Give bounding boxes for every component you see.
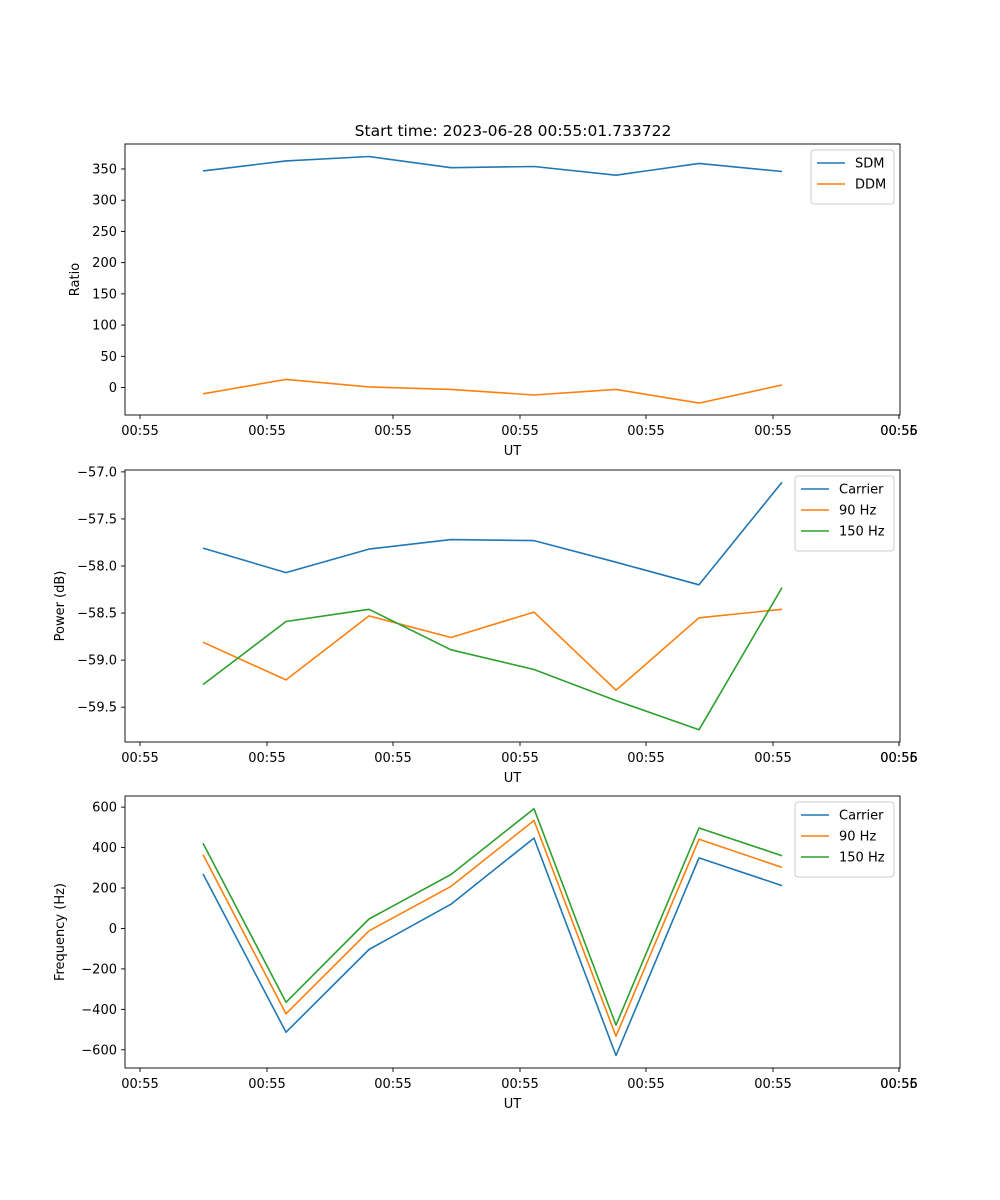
y-tick-label: 400 bbox=[92, 841, 117, 856]
x-tick-label: 00:55 bbox=[374, 751, 411, 766]
legend-box bbox=[794, 801, 895, 878]
y-tick-label: −59.5 bbox=[77, 701, 117, 716]
y-tick-label: −59.0 bbox=[77, 654, 117, 669]
y-tick-label: 150 bbox=[92, 287, 117, 302]
legend-label: SDM bbox=[855, 157, 884, 172]
series-line-carrier bbox=[202, 481, 783, 586]
x-tick-label: 00:55 bbox=[374, 424, 411, 439]
y-tick-label: 0 bbox=[109, 922, 117, 937]
series-line-150-hz bbox=[202, 587, 783, 731]
y-tick-label: −57.5 bbox=[77, 512, 117, 527]
y-tick-label: −57.0 bbox=[77, 465, 117, 480]
x-tick-label: 00:55 bbox=[501, 424, 538, 439]
y-tick-label: −200 bbox=[81, 962, 117, 977]
legend: SDM DDM bbox=[810, 149, 895, 205]
y-tick-label: 50 bbox=[100, 350, 117, 365]
x-tick-label: 00:55 bbox=[880, 751, 917, 766]
y-axis-label: Frequency (Hz) bbox=[53, 883, 68, 981]
x-tick-label: 00:55 bbox=[121, 424, 158, 439]
legend-label: 150 Hz bbox=[839, 851, 885, 866]
legend-label: DDM bbox=[855, 178, 886, 193]
y-tick-label: −600 bbox=[81, 1043, 117, 1058]
x-tick-label: 00:55 bbox=[121, 1077, 158, 1092]
legend: Carrier 90 Hz 150 Hz bbox=[794, 801, 895, 878]
series-line-90-hz bbox=[202, 819, 783, 1037]
axes-frame bbox=[124, 143, 901, 416]
y-tick-label: 350 bbox=[92, 162, 117, 177]
y-tick-label: −400 bbox=[81, 1003, 117, 1018]
x-axis-label: UT bbox=[504, 771, 522, 786]
y-tick-label: 200 bbox=[92, 882, 117, 897]
series-line-carrier bbox=[202, 837, 783, 1057]
legend-label: 90 Hz bbox=[839, 830, 876, 845]
y-tick-label: 0 bbox=[109, 381, 117, 396]
x-tick-label: 00:55 bbox=[880, 1077, 917, 1092]
x-tick-label: 00:55 bbox=[880, 424, 917, 439]
x-tick-label: 00:56 bbox=[880, 1077, 917, 1092]
y-axis-label: Ratio bbox=[68, 263, 83, 296]
legend-label: Carrier bbox=[839, 809, 884, 824]
x-tick-label: 00:55 bbox=[627, 424, 664, 439]
x-tick-label: 00:55 bbox=[248, 424, 285, 439]
x-tick-label: 00:55 bbox=[754, 424, 791, 439]
y-tick-label: 300 bbox=[92, 194, 117, 209]
y-tick-label: 250 bbox=[92, 225, 117, 240]
series-line-sdm bbox=[202, 155, 783, 176]
x-tick-label: 00:55 bbox=[121, 751, 158, 766]
legend-label: 90 Hz bbox=[839, 504, 876, 519]
y-tick-label: 100 bbox=[92, 319, 117, 334]
x-tick-label: 00:55 bbox=[627, 1077, 664, 1092]
figure-title: Start time: 2023-06-28 00:55:01.733722 bbox=[355, 122, 672, 140]
x-tick-label: 00:55 bbox=[754, 1077, 791, 1092]
legend: Carrier 90 Hz 150 Hz bbox=[794, 475, 895, 552]
y-tick-label: 200 bbox=[92, 256, 117, 271]
x-tick-label: 00:55 bbox=[248, 1077, 285, 1092]
ratio-panel: 00:55 00:55 00:55 00:55 00:55 00:55 00:5500:56… bbox=[68, 143, 918, 459]
legend-box bbox=[794, 475, 895, 552]
y-axis-label: Power (dB) bbox=[53, 571, 68, 642]
series-line-150-hz bbox=[202, 807, 783, 1026]
x-tick-label: 00:55 bbox=[248, 751, 285, 766]
x-tick-label: 00:55 bbox=[501, 751, 538, 766]
x-axis-label: UT bbox=[504, 1097, 522, 1112]
axes-frame bbox=[124, 795, 901, 1069]
x-tick-label: 00:55 bbox=[627, 751, 664, 766]
y-tick-label: 600 bbox=[92, 801, 117, 816]
frequency-panel: 00:55 00:55 00:55 00:55 00:55 00:55 00:5500:56… bbox=[53, 795, 918, 1112]
axes-frame bbox=[124, 469, 901, 743]
x-axis-label: UT bbox=[504, 444, 522, 459]
x-tick-label: 00:56 bbox=[880, 751, 917, 766]
x-tick-label: 00:55 bbox=[374, 1077, 411, 1092]
x-tick-label: 00:56 bbox=[880, 424, 917, 439]
series-line-90-hz bbox=[202, 608, 783, 692]
legend-label: Carrier bbox=[839, 483, 884, 498]
x-tick-label: 00:55 bbox=[754, 751, 791, 766]
series-line-ddm bbox=[202, 378, 783, 404]
legend-label: 150 Hz bbox=[839, 525, 885, 540]
y-tick-label: −58.0 bbox=[77, 560, 117, 575]
power-panel: 00:55 00:55 00:55 00:55 00:55 00:55 00:5500:56… bbox=[53, 465, 918, 786]
y-tick-label: −58.5 bbox=[77, 607, 117, 622]
x-tick-label: 00:55 bbox=[501, 1077, 538, 1092]
